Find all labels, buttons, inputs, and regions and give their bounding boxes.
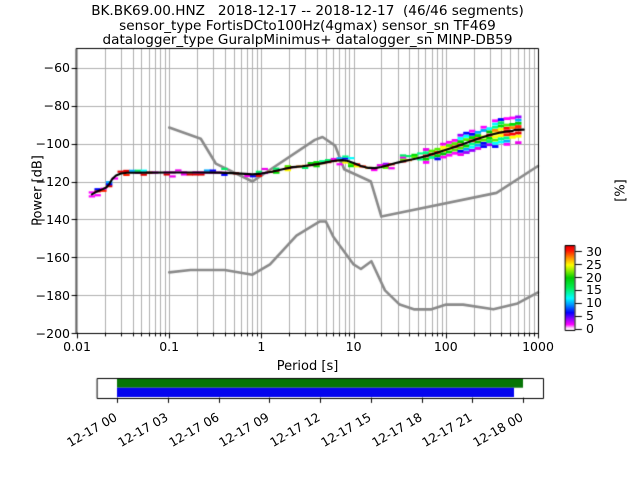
colorbar-tick-label: 20 (586, 269, 602, 285)
x-tick-label: 1000 (522, 339, 554, 354)
colorbar-tick-label: 5 (586, 308, 594, 324)
y-tick-label: −60 (43, 60, 70, 76)
colorbar-tick-label: 0 (586, 321, 594, 337)
title-line-3: datalogger_type GuralpMinimus+ datalogge… (102, 32, 513, 48)
y-tick-label: −140 (35, 211, 70, 227)
x-tick-label: 0.01 (63, 339, 91, 354)
x-tick-label: 100 (433, 339, 458, 354)
colorbar-tick-label: 30 (586, 243, 602, 259)
y-tick-label: −120 (35, 174, 70, 190)
title-line-1: BK.BK69.00.HNZ 2018-12-17 -- 2018-12-17 … (91, 3, 524, 19)
y-tick-label: −200 (35, 325, 70, 341)
colorbar-unit-label: [%] (613, 179, 629, 202)
x-tick-label: 0.1 (159, 339, 180, 354)
y-tick-label: −180 (35, 287, 70, 303)
colorbar-tick-label: 15 (586, 282, 602, 298)
y-tick-label: −100 (35, 136, 70, 152)
title-line-2: sensor_type FortisDCto100Hz(4gmax) senso… (119, 18, 496, 34)
y-tick-label: −160 (35, 249, 70, 265)
colorbar-tick-label: 10 (586, 295, 602, 311)
y-tick-label: −80 (43, 98, 70, 114)
x-tick-label: 1 (257, 339, 266, 354)
x-tick-label: 10 (345, 339, 362, 354)
colorbar-tick-label: 25 (586, 256, 602, 272)
x-axis-label: Period [s] (276, 359, 339, 374)
